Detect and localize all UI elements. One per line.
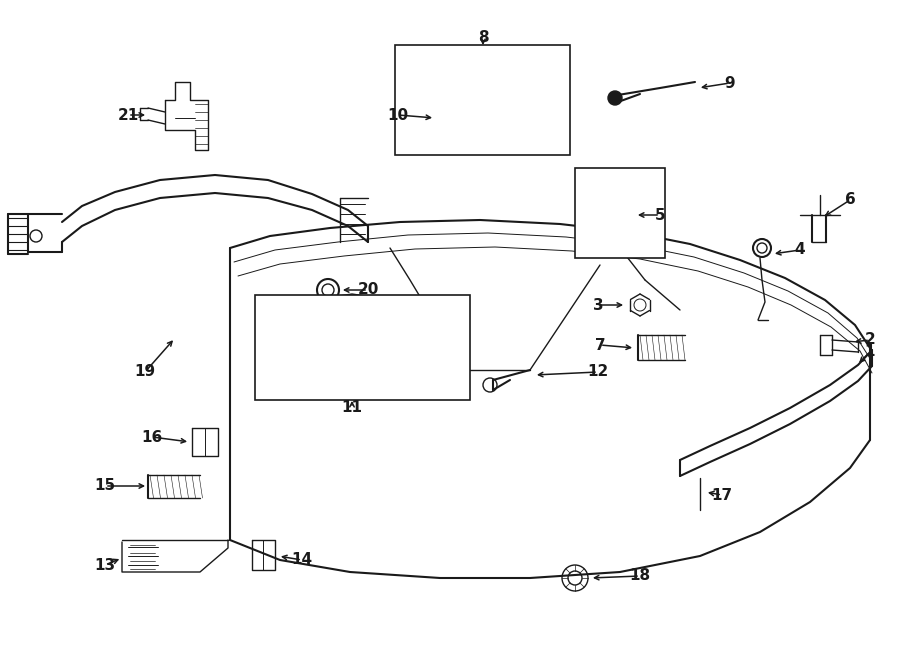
Text: 4: 4 [795,243,806,258]
Text: 15: 15 [94,479,115,494]
Text: 1: 1 [865,344,875,360]
Text: 3: 3 [593,297,603,313]
Text: 18: 18 [629,568,651,584]
Bar [575,168,665,258]
Text: 16: 16 [141,430,163,444]
Text: 21: 21 [117,108,139,122]
Text: 11: 11 [341,401,363,416]
Text: 14: 14 [292,553,312,568]
Circle shape [608,91,622,105]
Text: 10: 10 [387,108,409,122]
Text: 7: 7 [595,338,606,352]
Text: 13: 13 [94,557,115,572]
Text: 20: 20 [357,282,379,297]
Text: 9: 9 [724,75,735,91]
Text: 12: 12 [588,364,608,379]
Text: 8: 8 [478,30,489,46]
Bar [255,295,470,400]
Text: 2: 2 [865,332,876,348]
Text: 17: 17 [711,488,733,502]
Text: 6: 6 [844,192,855,208]
Text: 5: 5 [654,208,665,223]
Text: 19: 19 [134,364,156,379]
Bar [395,45,570,155]
